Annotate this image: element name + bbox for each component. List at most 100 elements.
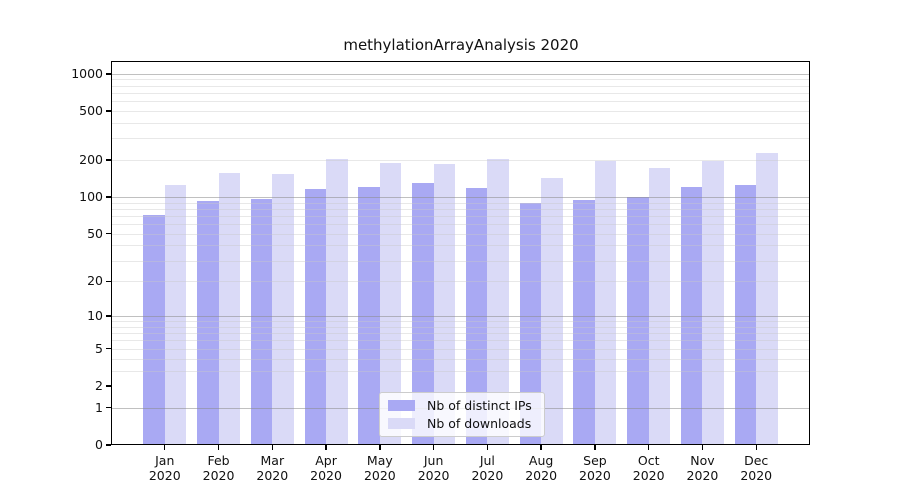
x-tick-mark-dec xyxy=(755,445,757,450)
gridline-20 xyxy=(111,281,810,283)
bar-may-ips xyxy=(358,187,380,445)
x-tick-label-oct: Oct 2020 xyxy=(632,453,665,483)
y-tick-label-0: 0 xyxy=(95,437,103,452)
y-tick-mark-2 xyxy=(106,385,111,387)
gridline-4 xyxy=(111,358,810,360)
x-tick-label-jan: Jan 2020 xyxy=(148,453,181,483)
chart-title: methylationArrayAnalysis 2020 xyxy=(343,36,579,54)
y-tick-mark-5 xyxy=(106,348,111,350)
bar-mar-downloads xyxy=(272,173,294,445)
y-tick-mark-20 xyxy=(106,280,111,283)
bar-dec-ips xyxy=(734,185,757,445)
x-tick-mark-jul xyxy=(486,445,489,450)
x-tick-mark-feb xyxy=(217,445,220,450)
gridline-30 xyxy=(111,260,810,262)
y-tick-label-10: 10 xyxy=(87,308,103,324)
y-tick-mark-50 xyxy=(106,233,111,235)
bar-feb-downloads xyxy=(218,173,241,445)
y-tick-mark-200 xyxy=(106,159,111,161)
y-tick-mark-1 xyxy=(106,407,111,409)
gridline-10 xyxy=(111,316,810,318)
gridline-5 xyxy=(111,348,810,350)
bar-sep-ips xyxy=(573,200,595,445)
gridline-50 xyxy=(111,233,810,235)
x-tick-label-mar: Mar 2020 xyxy=(256,453,289,483)
x-tick-label-aug: Aug 2020 xyxy=(525,453,558,483)
gridline-3 xyxy=(111,370,810,372)
bar-dec-downloads xyxy=(756,153,778,445)
x-tick-mark-apr xyxy=(325,445,327,450)
x-tick-mark-jun xyxy=(432,445,435,450)
x-tick-label-jun: Jun 2020 xyxy=(417,453,450,483)
bar-nov-downloads xyxy=(702,161,724,445)
plot-area xyxy=(111,61,810,445)
x-tick-mark-aug xyxy=(540,445,542,450)
y-tick-label-50: 50 xyxy=(87,225,103,241)
gridline-600 xyxy=(111,101,810,103)
legend-label: Nb of downloads xyxy=(427,416,532,431)
bar-mar-ips xyxy=(250,198,273,445)
x-tick-mark-mar xyxy=(271,445,273,450)
legend-swatch-distinct-ips xyxy=(388,400,415,411)
gridline-70 xyxy=(111,215,810,217)
bar-feb-ips xyxy=(197,200,219,445)
x-tick-mark-oct xyxy=(647,445,650,450)
x-tick-label-feb: Feb 2020 xyxy=(202,453,235,483)
gridline-800 xyxy=(111,85,810,87)
gridline-1000 xyxy=(111,73,810,75)
y-tick-mark-0 xyxy=(106,444,111,446)
bar-oct-downloads xyxy=(648,168,671,445)
gridline-300 xyxy=(111,138,810,140)
bar-aug-downloads xyxy=(541,177,563,445)
x-tick-label-nov: Nov 2020 xyxy=(686,453,719,483)
legend-label: Nb of distinct IPs xyxy=(427,398,532,413)
y-tick-label-2: 2 xyxy=(95,377,103,393)
gridline-90 xyxy=(111,202,810,204)
x-tick-label-dec: Dec 2020 xyxy=(740,453,773,483)
y-tick-label-500: 500 xyxy=(79,103,103,118)
gridline-700 xyxy=(111,92,810,94)
y-tick-label-1: 1 xyxy=(95,399,103,415)
y-tick-mark-100 xyxy=(106,196,111,198)
x-tick-label-sep: Sep 2020 xyxy=(579,453,611,483)
y-tick-mark-10 xyxy=(106,315,111,317)
y-tick-label-1000: 1000 xyxy=(71,65,103,81)
bar-jul-downloads xyxy=(487,159,509,445)
bar-jun-ips xyxy=(412,183,434,445)
gridline-900 xyxy=(111,79,810,81)
x-tick-label-jul: Jul 2020 xyxy=(471,453,504,483)
y-tick-mark-1000 xyxy=(106,73,111,75)
bar-oct-ips xyxy=(627,196,649,445)
gridline-40 xyxy=(111,245,810,247)
gridline-8 xyxy=(111,326,810,328)
x-tick-label-may: May 2020 xyxy=(363,453,396,483)
gridline-400 xyxy=(111,122,810,124)
legend-swatch-downloads xyxy=(388,418,415,429)
bar-jan-downloads xyxy=(164,185,187,445)
legend: Nb of distinct IPs Nb of downloads xyxy=(379,392,545,437)
gridline-80 xyxy=(111,208,810,210)
y-tick-label-100: 100 xyxy=(79,189,103,205)
y-tick-mark-500 xyxy=(106,110,111,112)
y-tick-label-200: 200 xyxy=(79,152,103,168)
bar-aug-ips xyxy=(519,203,542,445)
gridline-6 xyxy=(111,340,810,342)
legend-item-downloads: Nb of downloads xyxy=(388,415,532,432)
y-tick-label-20: 20 xyxy=(87,273,103,289)
gridline-100 xyxy=(111,197,810,199)
gridline-60 xyxy=(111,224,810,226)
x-tick-mark-may xyxy=(379,445,381,450)
x-tick-mark-jan xyxy=(164,445,166,450)
gridline-9 xyxy=(111,321,810,323)
gridline-200 xyxy=(111,160,810,162)
x-tick-label-apr: Apr 2020 xyxy=(310,453,342,483)
legend-item-distinct-ips: Nb of distinct IPs xyxy=(388,397,532,414)
bar-sep-downloads xyxy=(594,161,617,445)
bar-nov-ips xyxy=(680,187,703,445)
x-tick-mark-nov xyxy=(701,445,704,450)
bar-apr-downloads xyxy=(326,159,348,445)
bar-jan-ips xyxy=(143,215,165,445)
gridline-7 xyxy=(111,333,810,335)
y-tick-label-5: 5 xyxy=(95,340,103,356)
